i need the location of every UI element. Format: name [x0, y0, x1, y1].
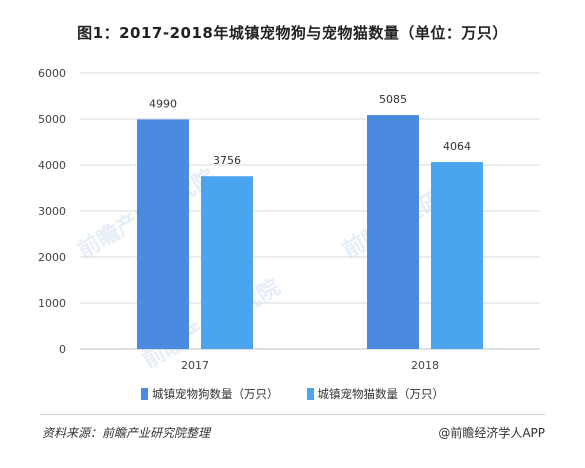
- legend-label-dog: 城镇宠物狗数量（万只）: [152, 387, 279, 401]
- footer-divider: [40, 414, 545, 415]
- y-tick-label: 6000: [38, 67, 66, 80]
- bar-cat-2018: [431, 162, 483, 349]
- y-tick-label: 1000: [38, 297, 66, 310]
- x-tick-label: 2017: [181, 359, 209, 372]
- legend-item-dog: 城镇宠物狗数量（万只）: [141, 386, 279, 402]
- data-label: 5085: [379, 93, 407, 106]
- bar-cat-2017: [201, 176, 253, 349]
- bar-dog-2018: [367, 115, 419, 349]
- bar-dog-2017: [137, 119, 189, 350]
- y-tick-label: 3000: [38, 205, 66, 218]
- x-tick-label: 2018: [411, 359, 439, 372]
- chart-title: 图1：2017-2018年城镇宠物狗与宠物猫数量（单位：万只）: [77, 24, 508, 42]
- y-tick-label: 5000: [38, 113, 66, 126]
- legend-label-cat: 城镇宠物猫数量（万只）: [317, 387, 445, 401]
- legend-swatch-dog: [141, 388, 148, 400]
- source-note: 资料来源：前瞻产业研究院整理: [42, 426, 211, 440]
- y-tick-label: 2000: [38, 251, 66, 264]
- chart-legend: 城镇宠物狗数量（万只） 城镇宠物猫数量（万只）: [0, 386, 585, 402]
- brand-credit: @前瞻经济学人APP: [438, 426, 545, 440]
- legend-item-cat: 城镇宠物猫数量（万只）: [306, 386, 445, 402]
- data-label: 3756: [213, 154, 241, 167]
- y-tick-label: 4000: [38, 159, 66, 172]
- data-label: 4064: [443, 140, 471, 153]
- data-label: 4990: [149, 97, 177, 110]
- legend-swatch-cat: [306, 388, 314, 400]
- y-tick-label: 0: [59, 343, 66, 356]
